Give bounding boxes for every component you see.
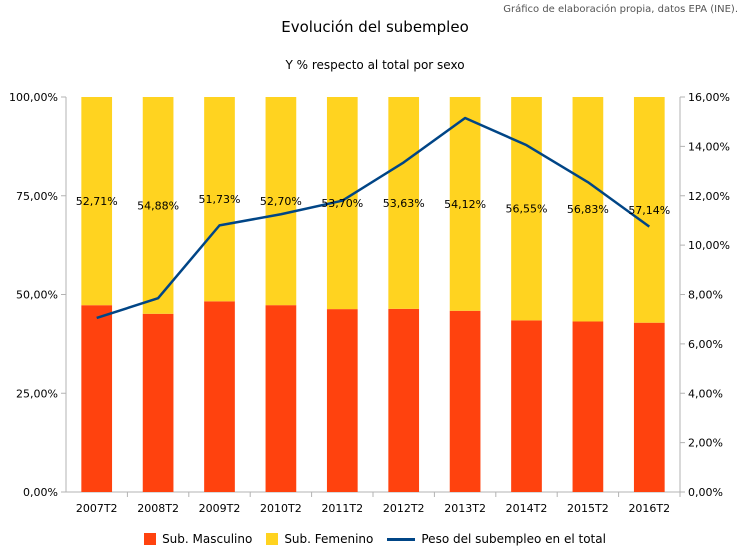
y-left-tick-label: 50,00% — [16, 289, 58, 302]
bar-femenino — [511, 97, 542, 321]
bar-masculino — [265, 305, 297, 492]
y-right-tick-label: 8,00% — [688, 289, 723, 302]
bar-masculino — [633, 322, 665, 492]
bar-femenino — [204, 97, 235, 302]
data-label-femenino: 54,12% — [444, 198, 486, 211]
data-label-femenino: 56,55% — [506, 203, 548, 216]
x-tick-label: 2013T2 — [444, 502, 486, 515]
line-peso-subempleo — [96, 116, 651, 320]
chart-title: Evolución del subempleo — [281, 18, 469, 36]
x-tick-label: 2012T2 — [383, 502, 425, 515]
data-label-femenino: 54,88% — [137, 199, 179, 212]
y-left-tick-label: 25,00% — [16, 387, 58, 400]
bar-masculino — [204, 301, 235, 492]
bar-masculino — [572, 321, 604, 492]
data-label-femenino: 56,83% — [567, 203, 609, 216]
data-label-femenino: 53,70% — [321, 197, 363, 210]
legend: Sub. Masculino Sub. Femenino Peso del su… — [0, 532, 750, 546]
bar-masculino — [81, 305, 113, 492]
y-right-tick-label: 12,00% — [688, 190, 730, 203]
bar-femenino — [449, 97, 481, 311]
legend-label-femenino: Sub. Femenino — [284, 532, 374, 546]
bar-femenino — [142, 97, 174, 314]
legend-swatch-peso — [387, 537, 416, 541]
source-note: Gráfico de elaboración propia, datos EPA… — [503, 4, 738, 15]
data-label-femenino: 57,14% — [628, 204, 670, 217]
x-tick-label: 2015T2 — [567, 502, 609, 515]
x-tick-label: 2008T2 — [137, 502, 179, 515]
bar-femenino — [388, 97, 420, 309]
y-right-tick-label: 2,00% — [688, 437, 723, 450]
legend-swatch-masculino — [144, 533, 157, 545]
legend-label-masculino: Sub. Masculino — [162, 532, 253, 546]
legend-swatch-femenino — [266, 533, 279, 545]
x-tick-label: 2016T2 — [628, 502, 670, 515]
x-tick-label: 2011T2 — [321, 502, 363, 515]
x-tick-label: 2014T2 — [506, 502, 548, 515]
y-right-tick-label: 16,00% — [688, 91, 730, 104]
legend-item-peso: Peso del subempleo en el total — [387, 532, 606, 546]
y-left-tick-label: 75,00% — [16, 190, 58, 203]
chart-subtitle: Y % respecto al total por sexo — [285, 58, 465, 72]
data-label-femenino: 51,73% — [199, 193, 241, 206]
y-right-tick-label: 6,00% — [688, 338, 723, 351]
data-label-femenino: 53,63% — [383, 197, 425, 210]
legend-item-femenino: Sub. Femenino — [266, 532, 373, 546]
x-tick-label: 2010T2 — [260, 502, 302, 515]
bar-femenino — [81, 97, 113, 306]
bar-masculino — [388, 308, 420, 492]
bar-masculino — [326, 309, 358, 492]
y-right-tick-label: 4,00% — [688, 387, 723, 400]
x-tick-label: 2009T2 — [199, 502, 241, 515]
bar-masculino — [511, 320, 542, 492]
data-label-femenino: 52,70% — [260, 195, 302, 208]
bar-masculino — [449, 310, 481, 492]
y-left-tick-label: 100,00% — [9, 91, 58, 104]
y-right-tick-label: 10,00% — [688, 239, 730, 252]
y-right-tick-label: 14,00% — [688, 140, 730, 153]
y-right-tick-label: 0,00% — [688, 486, 723, 499]
legend-item-masculino: Sub. Masculino — [144, 532, 252, 546]
bar-femenino — [633, 97, 665, 323]
bar-femenino — [572, 97, 604, 322]
bar-femenino — [265, 97, 297, 306]
bar-masculino — [142, 313, 174, 492]
data-label-femenino: 52,71% — [76, 195, 118, 208]
y-left-tick-label: 0,00% — [23, 486, 58, 499]
x-tick-label: 2007T2 — [76, 502, 118, 515]
legend-label-peso: Peso del subempleo en el total — [421, 532, 606, 546]
